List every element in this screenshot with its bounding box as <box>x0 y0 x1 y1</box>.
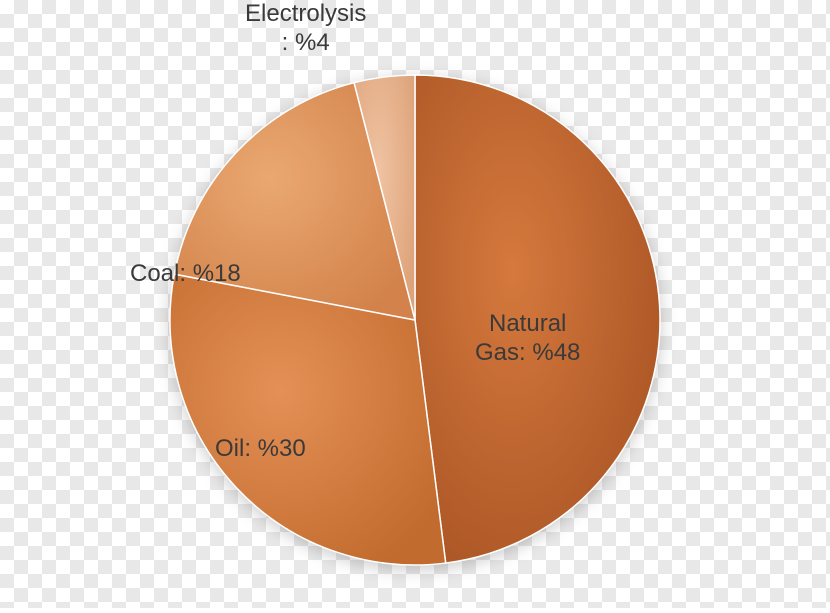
label-electrolysis-line2: : %4 <box>282 29 330 56</box>
label-electrolysis-line1: Electrolysis <box>245 0 366 27</box>
label-oil-text: Oil: %30 <box>215 435 306 462</box>
label-natural-gas-line2: Gas: %48 <box>475 339 580 366</box>
pie-chart-container: Natural Gas: %48 Oil: %30 Coal: %18 Elec… <box>0 0 830 608</box>
label-coal: Coal: %18 <box>130 260 241 288</box>
label-coal-text: Coal: %18 <box>130 260 241 287</box>
pie-chart-svg <box>0 0 830 608</box>
label-electrolysis: Electrolysis : %4 <box>245 0 366 58</box>
label-natural-gas: Natural Gas: %48 <box>475 310 580 368</box>
label-oil: Oil: %30 <box>215 435 306 463</box>
label-natural-gas-line1: Natural <box>489 310 566 337</box>
pie-slices-group <box>170 75 660 565</box>
